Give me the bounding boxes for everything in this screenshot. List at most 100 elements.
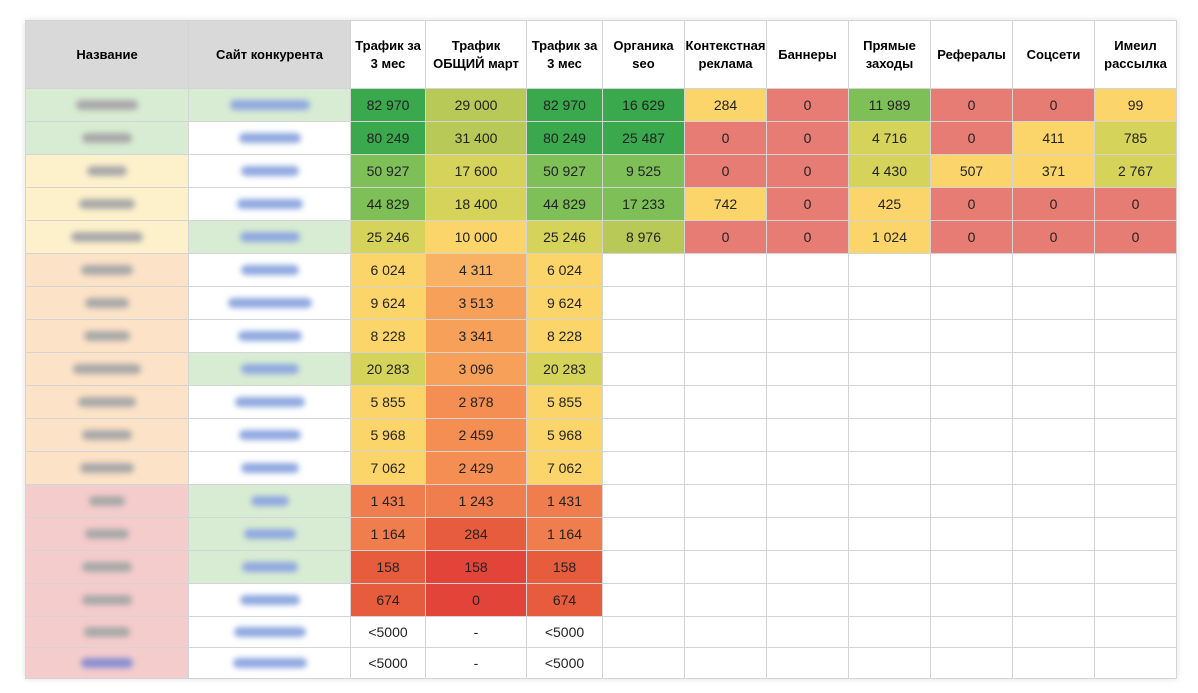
value-cell[interactable] [849, 287, 931, 320]
value-cell[interactable]: 9 624 [351, 287, 426, 320]
value-cell[interactable]: 507 [931, 155, 1013, 188]
col-header-traffic-total-march[interactable]: Трафик ОБЩИЙ март [426, 21, 527, 89]
value-cell[interactable]: 5 855 [351, 386, 426, 419]
site-cell-redacted[interactable] [189, 419, 351, 452]
value-cell[interactable] [685, 648, 767, 679]
value-cell[interactable]: 9 624 [527, 287, 603, 320]
name-cell-redacted[interactable] [26, 353, 189, 386]
value-cell[interactable] [603, 551, 685, 584]
site-cell-redacted[interactable] [189, 155, 351, 188]
value-cell[interactable] [931, 551, 1013, 584]
value-cell[interactable]: 8 228 [527, 320, 603, 353]
value-cell[interactable]: 742 [685, 188, 767, 221]
value-cell[interactable]: 3 513 [426, 287, 527, 320]
name-cell-redacted[interactable] [26, 188, 189, 221]
value-cell[interactable] [1013, 452, 1095, 485]
value-cell[interactable]: 80 249 [527, 122, 603, 155]
site-cell-redacted[interactable] [189, 386, 351, 419]
value-cell[interactable] [685, 584, 767, 617]
value-cell[interactable] [685, 518, 767, 551]
value-cell[interactable] [603, 320, 685, 353]
value-cell[interactable]: 0 [767, 221, 849, 254]
site-cell-redacted[interactable] [189, 617, 351, 648]
value-cell[interactable]: 82 970 [351, 89, 426, 122]
value-cell[interactable]: 25 246 [351, 221, 426, 254]
name-cell-redacted[interactable] [26, 89, 189, 122]
value-cell[interactable]: 44 829 [527, 188, 603, 221]
value-cell[interactable] [1013, 485, 1095, 518]
value-cell[interactable] [931, 518, 1013, 551]
value-cell[interactable] [603, 584, 685, 617]
value-cell[interactable] [1095, 485, 1177, 518]
value-cell[interactable]: <5000 [527, 648, 603, 679]
value-cell[interactable]: 785 [1095, 122, 1177, 155]
value-cell[interactable]: 2 767 [1095, 155, 1177, 188]
value-cell[interactable] [1013, 419, 1095, 452]
value-cell[interactable]: 44 829 [351, 188, 426, 221]
value-cell[interactable]: 0 [931, 221, 1013, 254]
site-cell-redacted[interactable] [189, 89, 351, 122]
value-cell[interactable]: 158 [426, 551, 527, 584]
value-cell[interactable]: 0 [1095, 188, 1177, 221]
site-cell-redacted[interactable] [189, 287, 351, 320]
site-cell-redacted[interactable] [189, 518, 351, 551]
value-cell[interactable]: <5000 [351, 617, 426, 648]
value-cell[interactable] [849, 254, 931, 287]
value-cell[interactable] [685, 617, 767, 648]
value-cell[interactable]: 99 [1095, 89, 1177, 122]
value-cell[interactable]: 0 [931, 188, 1013, 221]
value-cell[interactable] [767, 648, 849, 679]
value-cell[interactable] [849, 353, 931, 386]
value-cell[interactable]: 10 000 [426, 221, 527, 254]
col-header-contextual-ads[interactable]: Контекстная реклама [685, 21, 767, 89]
value-cell[interactable]: 0 [685, 221, 767, 254]
value-cell[interactable]: 2 878 [426, 386, 527, 419]
site-cell-redacted[interactable] [189, 122, 351, 155]
value-cell[interactable]: 1 431 [527, 485, 603, 518]
value-cell[interactable]: 16 629 [603, 89, 685, 122]
value-cell[interactable] [603, 419, 685, 452]
value-cell[interactable] [767, 551, 849, 584]
value-cell[interactable]: 425 [849, 188, 931, 221]
name-cell-redacted[interactable] [26, 452, 189, 485]
value-cell[interactable] [1095, 518, 1177, 551]
value-cell[interactable] [849, 452, 931, 485]
name-cell-redacted[interactable] [26, 320, 189, 353]
value-cell[interactable] [931, 287, 1013, 320]
name-cell-redacted[interactable] [26, 287, 189, 320]
value-cell[interactable] [767, 485, 849, 518]
value-cell[interactable]: 0 [1095, 221, 1177, 254]
name-cell-redacted[interactable] [26, 617, 189, 648]
value-cell[interactable] [849, 584, 931, 617]
value-cell[interactable] [603, 287, 685, 320]
value-cell[interactable]: 3 096 [426, 353, 527, 386]
name-cell-redacted[interactable] [26, 122, 189, 155]
value-cell[interactable] [685, 287, 767, 320]
value-cell[interactable] [1013, 287, 1095, 320]
value-cell[interactable] [1095, 353, 1177, 386]
value-cell[interactable] [767, 419, 849, 452]
value-cell[interactable] [849, 648, 931, 679]
value-cell[interactable]: 29 000 [426, 89, 527, 122]
value-cell[interactable]: <5000 [527, 617, 603, 648]
value-cell[interactable]: 4 311 [426, 254, 527, 287]
value-cell[interactable] [685, 254, 767, 287]
col-header-direct[interactable]: Прямые заходы [849, 21, 931, 89]
value-cell[interactable] [1095, 648, 1177, 679]
col-header-competitor-site[interactable]: Сайт конкурента [189, 21, 351, 89]
value-cell[interactable]: 0 [426, 584, 527, 617]
value-cell[interactable]: 80 249 [351, 122, 426, 155]
value-cell[interactable] [603, 452, 685, 485]
value-cell[interactable] [1013, 551, 1095, 584]
value-cell[interactable]: 20 283 [527, 353, 603, 386]
value-cell[interactable]: 50 927 [351, 155, 426, 188]
value-cell[interactable]: 0 [1013, 188, 1095, 221]
name-cell-redacted[interactable] [26, 518, 189, 551]
value-cell[interactable] [849, 617, 931, 648]
value-cell[interactable]: 4 430 [849, 155, 931, 188]
value-cell[interactable]: 5 855 [527, 386, 603, 419]
value-cell[interactable]: 5 968 [351, 419, 426, 452]
value-cell[interactable] [931, 419, 1013, 452]
value-cell[interactable] [603, 617, 685, 648]
value-cell[interactable]: 25 246 [527, 221, 603, 254]
